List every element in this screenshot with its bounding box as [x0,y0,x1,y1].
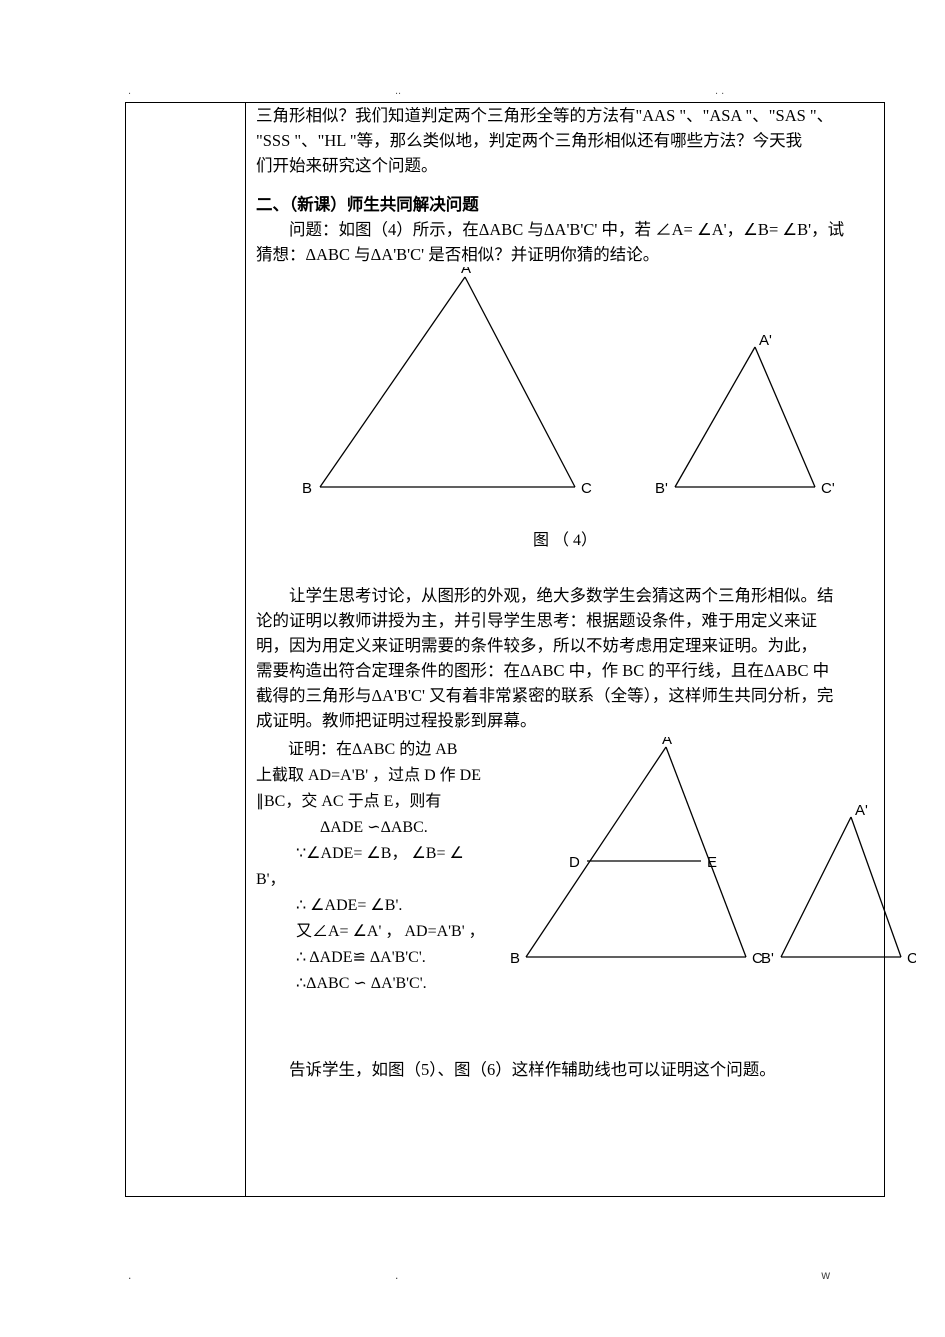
svg-text:C': C' [821,480,835,497]
footer-mark-right: w [821,1268,830,1282]
question-line-2: 猜想：ΔABC 与ΔA'B'C' 是否相似？并证明你猜的结论。 [256,242,874,267]
discuss-line-2: 论的证明以教师讲授为主，并引导学生思考：根据题设条件，难于用定义来证 [256,608,874,633]
header-mark-right: . . [715,85,724,97]
figure-5-svg: ABCDEA'B'C' [506,737,916,977]
proof-text: 证明：在ΔABC 的边 AB 上截取 AD=A'B' ，过点 D 作 DE ∥B… [256,737,506,997]
proof-block: 证明：在ΔABC 的边 AB 上截取 AD=A'B' ，过点 D 作 DE ∥B… [256,737,874,997]
right-column: 三角形相似？我们知道判定两个三角形全等的方法有"AAS "、"ASA "、"SA… [246,103,884,1196]
intro-line-2: "SSS "、"HL "等，那么类似地，判定两个三角形相似还有哪些方法？今天我 [256,128,874,153]
proof-line-3: ∥BC，交 AC 于点 E，则有 [256,789,506,815]
proof-line-7: ∴ ∠ADE= ∠B'. [256,893,506,919]
proof-line-8: 又∠A= ∠A' ， AD=A'B' ， [256,919,506,945]
proof-line-6: B'， [256,867,506,893]
figure-4: A B C A' B' C' 图 （ 4） [256,267,874,553]
page: . .. . . 三角形相似？我们知道判定两个三角形全等的方法有"AAS "、"… [0,0,945,1337]
svg-text:D: D [569,854,580,871]
proof-line-1: 证明：在ΔABC 的边 AB [256,737,506,763]
svg-text:A': A' [759,332,772,349]
left-column [126,103,246,1196]
content-frame: 三角形相似？我们知道判定两个三角形全等的方法有"AAS "、"ASA "、"SA… [125,102,885,1197]
discuss-line-4: 需要构造出符合定理条件的图形：在ΔABC 中，作 BC 的平行线，且在ΔABC … [256,658,874,683]
svg-text:C: C [581,480,592,497]
discuss-line-1: 让学生思考讨论，从图形的外观，绝大多数学生会猜这两个三角形相似。结 [256,583,874,608]
closing-line: 告诉学生，如图（5）、图（6）这样作辅助线也可以证明这个问题。 [256,1057,874,1082]
svg-text:B: B [302,480,312,497]
figure-4-caption: 图 （ 4） [256,528,874,553]
svg-text:B: B [510,950,520,967]
svg-text:E: E [707,854,717,871]
svg-text:A: A [662,737,672,748]
section-2-title: 二、（新课）师生共同解决问题 [256,192,874,217]
discuss-line-5: 截得的三角形与ΔA'B'C' 又有着非常紧密的联系（全等），这样师生共同分析，完 [256,683,874,708]
svg-text:C': C' [907,950,916,967]
footer-mark-left: . [128,1268,131,1282]
header-mark-mid: .. [395,85,401,97]
intro-line-1: 三角形相似？我们知道判定两个三角形全等的方法有"AAS "、"ASA "、"SA… [256,103,874,128]
header-mark-left: . [128,85,131,97]
figure-5: ABCDEA'B'C' [506,737,916,984]
svg-text:B': B' [655,480,668,497]
svg-text:B': B' [761,950,774,967]
proof-line-9: ∴ ΔADE≌ ΔA'B'C'. [256,945,506,971]
proof-line-2: 上截取 AD=A'B' ，过点 D 作 DE [256,763,506,789]
question-line-1: 问题：如图（4）所示，在ΔABC 与ΔA'B'C' 中，若 ∠A= ∠A'，∠B… [256,217,874,242]
proof-line-10: ∴ΔABC ∽ ΔA'B'C'. [256,971,506,997]
proof-line-5: ∵∠ADE= ∠B， ∠B= ∠ [256,841,506,867]
figure-4-svg: A B C A' B' C' [275,267,855,517]
svg-text:A': A' [855,802,868,819]
svg-text:A: A [461,267,471,277]
proof-line-4: ΔADE ∽ΔABC. [256,815,506,841]
discuss-line-6: 成证明。教师把证明过程投影到屏幕。 [256,708,874,733]
footer-mark-mid: . [395,1268,398,1282]
intro-line-3: 们开始来研究这个问题。 [256,153,874,178]
discuss-line-3: 明，因为用定义来证明需要的条件较多，所以不妨考虑用定理来证明。为此， [256,633,874,658]
